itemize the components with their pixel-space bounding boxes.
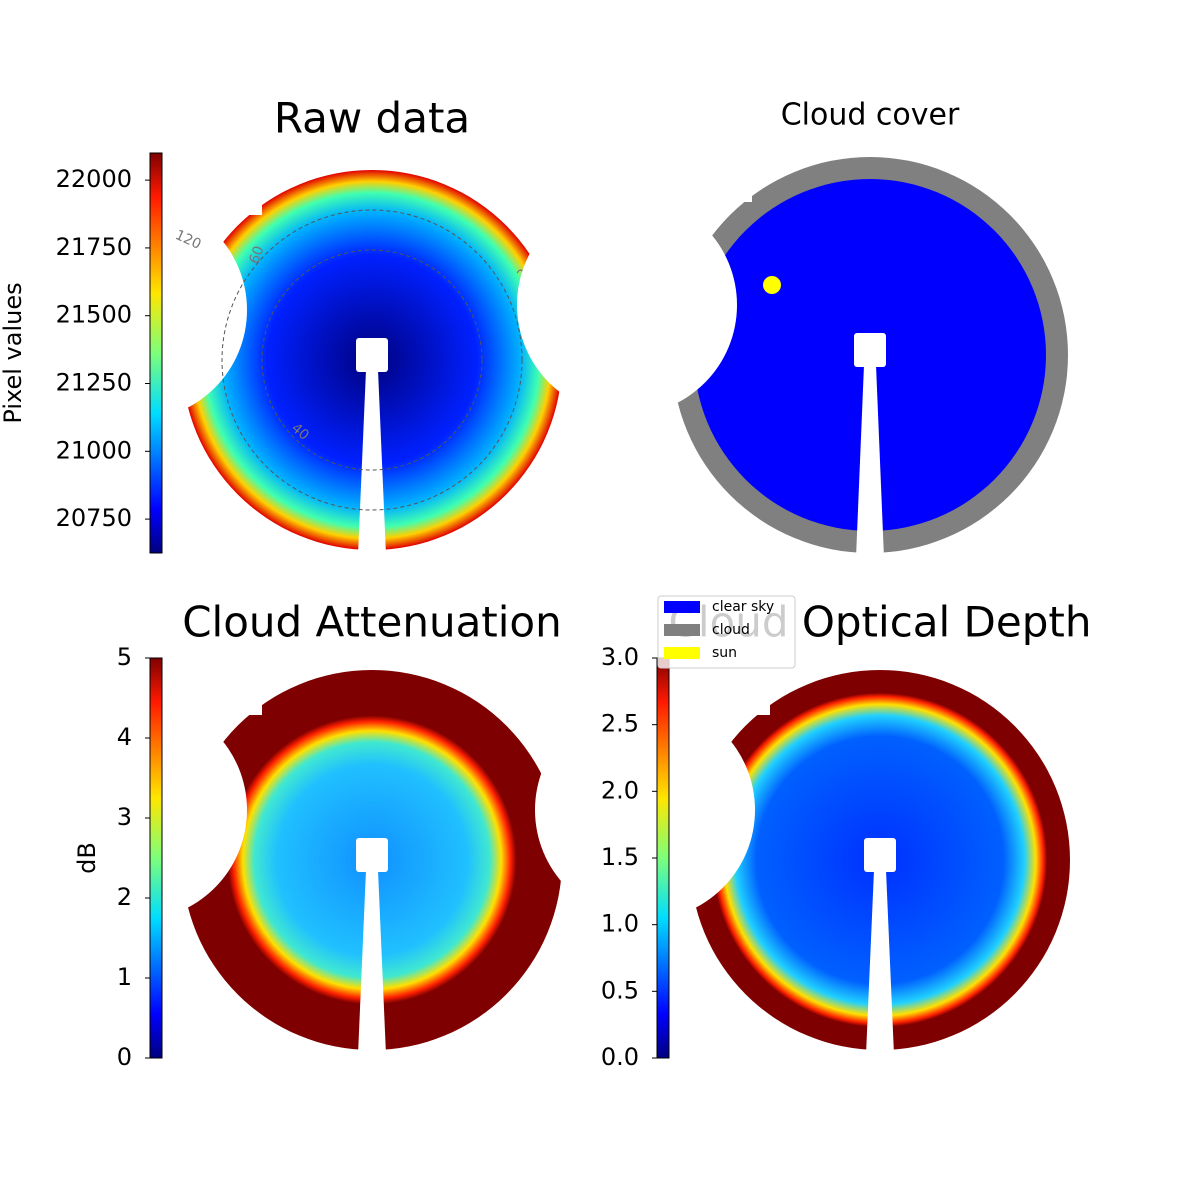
occlusion — [172, 660, 262, 715]
colorbar — [656, 657, 670, 1059]
occlusion — [172, 160, 262, 215]
occlusion — [535, 700, 755, 920]
occlusion — [662, 147, 752, 202]
sky-image — [535, 660, 1070, 1055]
colorbar — [149, 657, 163, 1059]
legend-label: sun — [712, 645, 737, 661]
colorbar-tick-label: 21250 — [56, 369, 132, 397]
panel-title: Cloud Attenuation — [182, 598, 562, 647]
colorbar-tick-label: 0.5 — [601, 976, 639, 1004]
colorbar-tick-label: 3.0 — [601, 643, 639, 671]
colorbar-label: Pixel values — [0, 282, 27, 423]
colorbar-tick-label: 2.5 — [601, 710, 639, 738]
colorbar-label: dB — [73, 842, 101, 874]
sun-spot — [763, 276, 781, 294]
colorbar-tick-label: 22000 — [56, 165, 132, 193]
camera-arm — [856, 365, 884, 558]
colorbar-tick-label: 21500 — [56, 301, 132, 329]
legend-swatch — [664, 601, 700, 613]
colorbar-tick-label: 4 — [117, 723, 132, 751]
camera-head — [356, 338, 388, 372]
colorbar-tick-label: 1.0 — [601, 910, 639, 938]
colorbar-tick-label: 3 — [117, 803, 132, 831]
polar-grid — [261, 249, 483, 471]
camera-head — [356, 838, 388, 872]
occlusion — [27, 200, 247, 420]
camera-head — [864, 838, 896, 872]
panel-title: Raw data — [274, 94, 470, 143]
colorbar-tick-label: 20750 — [56, 504, 132, 532]
camera-head — [854, 333, 886, 367]
sky-image — [517, 147, 1068, 558]
colorbar-tick-label: 2 — [117, 883, 132, 911]
camera-arm — [358, 870, 386, 1055]
colorbar-tick-label: 0 — [117, 1043, 132, 1071]
legend: clear sky cloud sun — [657, 595, 796, 669]
colorbar-tick-label: 0.0 — [601, 1043, 639, 1071]
sky-image — [27, 160, 562, 555]
sky-image — [27, 660, 562, 1055]
legend-swatch — [664, 647, 700, 659]
colorbar-tick-label: 21000 — [56, 436, 132, 464]
camera-arm — [866, 870, 894, 1055]
colorbar-tick-label: 5 — [117, 643, 132, 671]
polar-grid — [221, 209, 523, 511]
legend-swatch — [664, 624, 700, 636]
colorbar-tick-label: 2.0 — [601, 776, 639, 804]
colorbar-tick-label: 1.5 — [601, 843, 639, 871]
colorbar — [149, 152, 163, 554]
legend-label: cloud — [712, 622, 750, 638]
polar-annotation: 60 — [246, 244, 267, 266]
colorbar-tick-label: 1 — [117, 963, 132, 991]
camera-arm — [358, 370, 386, 555]
occlusion — [517, 195, 737, 415]
legend-label: clear sky — [712, 599, 774, 615]
colorbar-tick-label: 21750 — [56, 233, 132, 261]
occlusion — [680, 660, 770, 715]
panel-title: Cloud cover — [781, 98, 960, 133]
occlusion — [27, 700, 247, 920]
